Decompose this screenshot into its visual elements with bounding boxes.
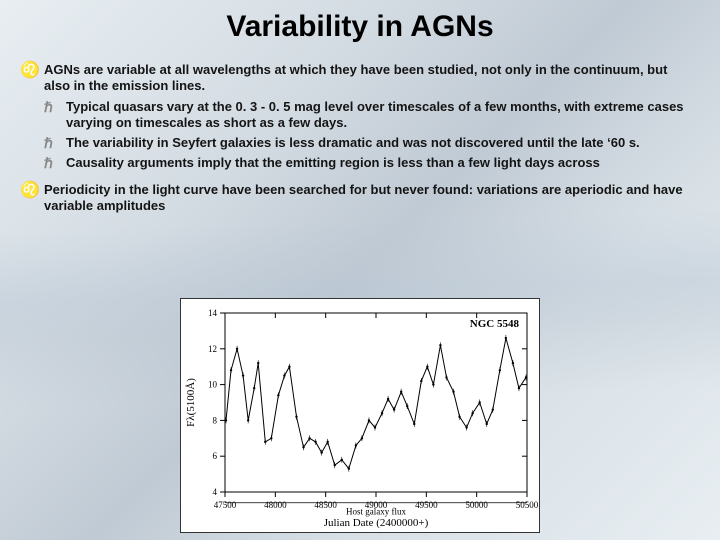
svg-text:Host galaxy flux: Host galaxy flux (346, 507, 406, 517)
stylized-h-icon: ℏ (44, 135, 66, 151)
svg-text:12: 12 (208, 344, 217, 354)
body-content: ♌ AGNs are variable at all wavelengths a… (20, 62, 692, 224)
bullet-1-text: AGNs are variable at all wavelengths at … (44, 62, 667, 93)
bullet-2-text: Periodicity in the light curve have been… (44, 182, 692, 215)
svg-text:8: 8 (213, 415, 218, 425)
leo-icon: ♌ (20, 62, 44, 172)
svg-text:48000: 48000 (264, 500, 287, 510)
svg-text:NGC 5548: NGC 5548 (470, 318, 520, 330)
stylized-h-icon: ℏ (44, 99, 66, 132)
svg-text:Julian Date (2400000+): Julian Date (2400000+) (324, 517, 429, 529)
svg-text:47500: 47500 (214, 500, 237, 510)
sub-bullet-1-2-text: The variability in Seyfert galaxies is l… (66, 135, 692, 151)
bullet-1: ♌ AGNs are variable at all wavelengths a… (20, 62, 692, 172)
svg-text:14: 14 (208, 308, 218, 318)
sub-bullet-1-3-text: Causality arguments imply that the emitt… (66, 155, 692, 171)
svg-text:10: 10 (208, 380, 218, 390)
svg-text:50000: 50000 (465, 500, 488, 510)
svg-text:6: 6 (213, 451, 218, 461)
svg-text:50500: 50500 (516, 500, 539, 510)
leo-icon: ♌ (20, 182, 44, 215)
svg-text:48500: 48500 (314, 500, 337, 510)
sub-bullet-1-1-text: Typical quasars vary at the 0. 3 - 0. 5 … (66, 99, 692, 132)
stylized-h-icon: ℏ (44, 155, 66, 171)
sub-bullet-1-3: ℏ Causality arguments imply that the emi… (44, 155, 692, 171)
svg-text:4: 4 (213, 487, 218, 497)
svg-text:49500: 49500 (415, 500, 438, 510)
light-curve-chart: 4750048000485004900049500500005050046810… (180, 298, 540, 533)
page-title: Variability in AGNs (0, 10, 720, 44)
sub-bullet-1-1: ℏ Typical quasars vary at the 0. 3 - 0. … (44, 99, 692, 132)
svg-text:Fλ(5100Å): Fλ(5100Å) (185, 378, 197, 427)
bullet-2: ♌ Periodicity in the light curve have be… (20, 182, 692, 215)
sub-bullet-1-2: ℏ The variability in Seyfert galaxies is… (44, 135, 692, 151)
